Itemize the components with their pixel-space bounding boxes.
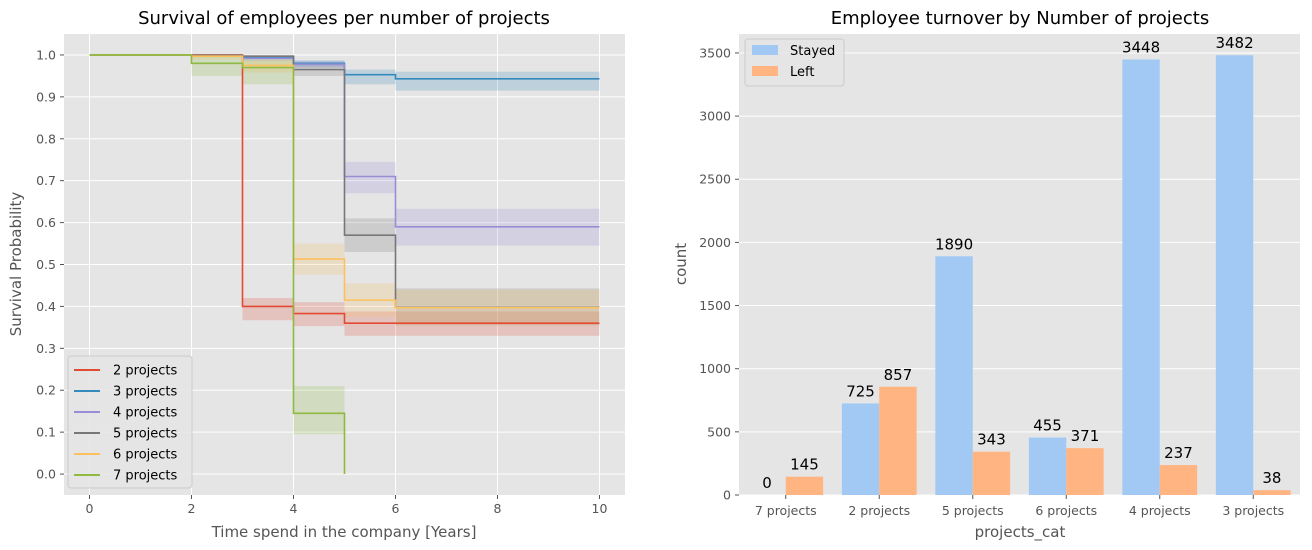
legend-label-left: Left <box>790 65 814 80</box>
turnover-bar-labels: 0 145 725 857 1890 343 455 371 3448 237 3482 38 <box>762 34 1281 492</box>
y-tick-label: 0.8 <box>36 131 56 146</box>
x-tick-label: 2 <box>188 501 196 516</box>
x-tick-label: 3 projects <box>1222 503 1284 518</box>
ci-band-2-projects <box>242 298 294 321</box>
legend-label-2-projects: 2 projects <box>113 364 178 379</box>
turnover-chart-title: Employee turnover by Number of projects <box>831 8 1209 29</box>
y-tick-label: 3000 <box>699 109 731 124</box>
survival-lines <box>89 54 600 475</box>
ci-band-7-projects <box>293 386 345 435</box>
bar-value-label: 3482 <box>1215 34 1253 52</box>
x-tick-label: 5 projects <box>942 503 1004 518</box>
bar-value-label: 343 <box>977 431 1006 449</box>
y-tick-label: 1.0 <box>36 47 56 62</box>
bar-left-6-projects <box>1066 448 1104 495</box>
x-tick-label: 4 <box>290 501 298 516</box>
turnover-y-axis-label: count <box>672 243 690 285</box>
x-tick-label: 6 <box>392 501 400 516</box>
bar-stayed-4-projects <box>1122 59 1160 495</box>
turnover-x-ticks: 7 projects 2 projects 5 projects 6 projects… <box>755 495 1284 518</box>
x-tick-label: 0 <box>86 501 94 516</box>
y-tick-label: 3500 <box>699 45 731 60</box>
x-tick-label: 7 projects <box>755 503 817 518</box>
x-tick-label: 4 projects <box>1129 503 1191 518</box>
x-tick-label: 6 projects <box>1035 503 1097 518</box>
survival-y-axis-label: Survival Probability <box>7 192 25 337</box>
x-tick-label: 10 <box>592 501 608 516</box>
bar-value-label: 145 <box>790 456 819 474</box>
y-tick-label: 0.0 <box>36 467 56 482</box>
survival-line-7-projects <box>89 54 346 475</box>
legend-label-7-projects: 7 projects <box>113 469 178 484</box>
bar-value-label: 1890 <box>935 235 973 253</box>
bar-value-label: 725 <box>846 382 875 400</box>
y-tick-label: 1000 <box>699 361 731 376</box>
ci-band-7-projects <box>191 54 243 76</box>
turnover-chart: Employee turnover by Number of projects … <box>672 8 1300 542</box>
bar-stayed-6-projects <box>1028 437 1067 495</box>
legend-label-6-projects: 6 projects <box>113 448 178 463</box>
y-tick-label: 0.6 <box>36 215 56 230</box>
y-tick-label: 0.5 <box>36 257 56 272</box>
bar-value-label: 857 <box>884 366 913 384</box>
survival-x-axis-label: Time spend in the company [Years] <box>211 523 477 541</box>
legend-label-4-projects: 4 projects <box>113 406 178 421</box>
ci-band-3-projects <box>395 71 600 91</box>
ci-band-4-projects <box>344 161 396 194</box>
y-tick-label: 0.3 <box>36 341 56 356</box>
bar-left-2-projects <box>879 386 917 495</box>
survival-chart: Survival of employees per number of proj… <box>7 8 625 541</box>
legend-label-stayed: Stayed <box>790 44 835 59</box>
ci-band-6-projects <box>191 54 243 60</box>
bar-stayed-2-projects <box>841 403 880 495</box>
legend-label-3-projects: 3 projects <box>113 385 178 400</box>
turnover-x-axis-label: projects_cat <box>975 523 1066 542</box>
x-tick-label: 2 projects <box>848 503 910 518</box>
y-tick-label: 0.2 <box>36 383 56 398</box>
bar-left-5-projects <box>972 451 1011 495</box>
bar-value-label: 0 <box>762 474 772 492</box>
y-tick-label: 1500 <box>699 298 731 313</box>
bar-stayed-3-projects <box>1215 55 1254 496</box>
turnover-gridlines <box>739 52 1300 496</box>
y-tick-label: 0.1 <box>36 425 56 440</box>
turnover-bars <box>785 55 1291 496</box>
ci-band-3-projects <box>344 69 396 85</box>
y-tick-label: 0.4 <box>36 299 56 314</box>
y-tick-label: 2500 <box>699 172 731 187</box>
ci-band-7-projects <box>242 59 294 85</box>
survival-legend: 2 projects 3 projects 4 projects 5 projects… <box>67 355 193 489</box>
bar-value-label: 3448 <box>1122 39 1160 57</box>
turnover-y-ticks: 0 500 1000 1500 2000 2500 3000 3500 <box>699 45 739 503</box>
y-tick-label: 2000 <box>699 235 731 250</box>
survival-chart-title: Survival of employees per number of proj… <box>138 8 550 29</box>
x-tick-label: 8 <box>494 501 502 516</box>
survival-y-ticks: 0.0 0.1 0.2 0.3 0.4 0.5 0.6 0.7 0.8 0.9 1.0 <box>36 47 64 482</box>
bar-left-7-projects <box>785 476 824 495</box>
turnover-legend: Stayed Left <box>744 38 845 87</box>
y-tick-label: 0 <box>723 488 731 503</box>
bar-value-label: 371 <box>1071 427 1100 445</box>
bar-value-label: 38 <box>1262 469 1281 487</box>
legend-swatch-stayed <box>752 45 778 55</box>
bar-value-label: 455 <box>1033 417 1062 435</box>
bar-stayed-5-projects <box>935 256 973 495</box>
y-tick-label: 500 <box>707 424 731 439</box>
y-tick-label: 0.9 <box>36 89 56 104</box>
survival-x-ticks: 0 2 4 6 8 10 <box>86 495 608 516</box>
bar-left-3-projects <box>1253 490 1291 495</box>
bar-left-4-projects <box>1159 465 1198 495</box>
turnover-plot-area <box>739 34 1300 495</box>
y-tick-label: 0.7 <box>36 173 56 188</box>
legend-swatch-left <box>752 66 778 76</box>
bar-value-label: 237 <box>1164 444 1193 462</box>
legend-label-5-projects: 5 projects <box>113 427 178 442</box>
ci-band-6-projects <box>242 59 294 73</box>
